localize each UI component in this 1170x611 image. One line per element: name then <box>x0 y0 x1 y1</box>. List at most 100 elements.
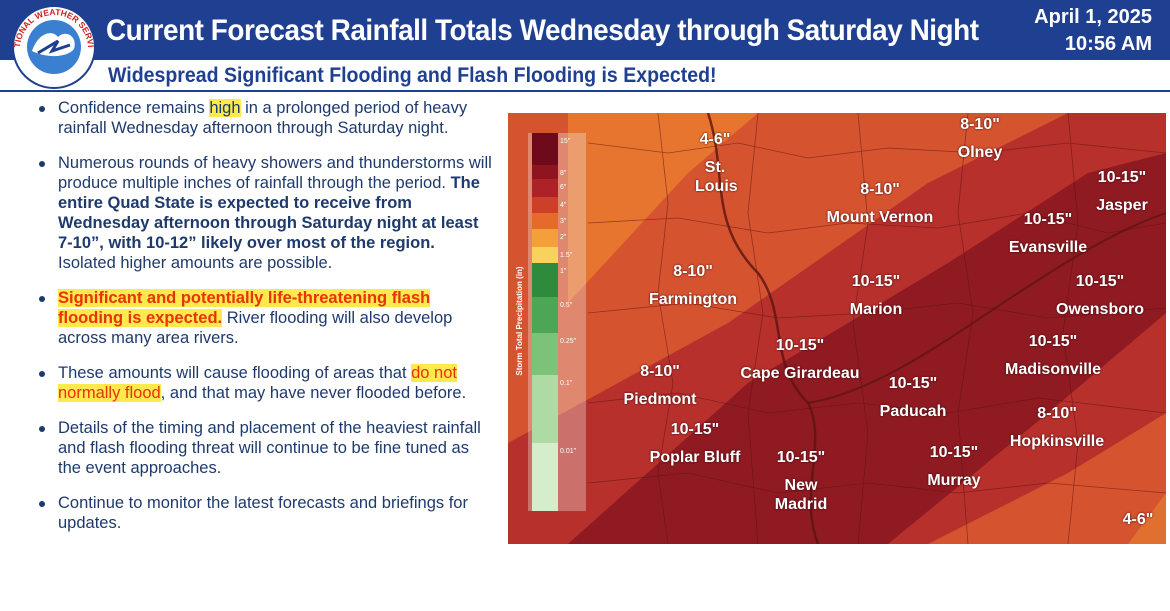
county-lines <box>587 113 1166 544</box>
rain-amount: 10-15" <box>851 273 901 290</box>
legend-swatch <box>532 213 558 229</box>
city-name: Hopkinsville <box>1009 433 1105 450</box>
legend-label: 0.25" <box>560 338 577 345</box>
city-name: St. Louis <box>695 159 738 195</box>
subtitle: Widespread Significant Flooding and Flas… <box>108 64 717 87</box>
rain-amount: 10-15" <box>670 421 720 438</box>
city-name: Cape Girardeau <box>740 365 860 382</box>
legend-label: 0.5" <box>560 302 573 309</box>
river-mississippi <box>706 113 820 544</box>
nws-logo: NATIONAL WEATHER SERVICE <box>8 3 96 89</box>
header-band: Current Forecast Rainfall Totals Wednesd… <box>0 0 1170 60</box>
bullet: Numerous rounds of heavy showers and thu… <box>36 153 496 273</box>
bullet-text: These amounts will cause flooding of are… <box>58 364 412 382</box>
bullet-text: Confidence remains <box>58 99 210 117</box>
map-label: 8-10" Hopkinsville <box>1010 404 1104 451</box>
rain-amount: 8-10" <box>960 116 1000 133</box>
map-label: 10-15" Cape Girardeau <box>740 336 859 383</box>
legend-swatch <box>532 165 558 179</box>
bullet: Significant and potentially life-threate… <box>36 288 496 348</box>
bullet-text: Numerous rounds of heavy showers and thu… <box>58 154 492 192</box>
legend-label: 6" <box>560 184 567 191</box>
city-name: Evansville <box>1008 239 1088 256</box>
legend-label: 3" <box>560 218 567 225</box>
bullet-text: high <box>209 99 241 117</box>
bullet-text: River flooding will also develop across … <box>58 309 453 347</box>
map-label: 10-15" Madisonville <box>1005 332 1101 379</box>
rain-amount: 4-6" <box>699 131 731 148</box>
city-name: Paducah <box>879 403 947 420</box>
legend: 15" 8" 6" 4" 3" 2" 1.5" 1" 0.5" 0.25" 0.1" 0.01" <box>532 133 577 511</box>
legend-label: 0.01" <box>560 448 577 455</box>
map-label: 8-10" Farmington <box>649 262 737 309</box>
legend-swatch <box>532 247 558 263</box>
legend-label: 2" <box>560 234 567 241</box>
legend-swatch <box>532 333 558 375</box>
city-name: Farmington <box>649 291 737 308</box>
map-zone-light <box>568 113 758 303</box>
bullet-text: , and that may have never flooded before… <box>160 384 467 402</box>
legend-label: 15" <box>560 138 571 145</box>
rain-amount: 8-10" <box>640 363 680 380</box>
map-label: 8-10" Mount Vernon <box>827 180 934 227</box>
rain-amount: 10-15" <box>1023 211 1073 228</box>
city-name: Piedmont <box>623 391 697 408</box>
city-name: New Madrid <box>774 477 828 513</box>
map-label: 10-15" Jasper <box>1096 168 1148 215</box>
city-name: Olney <box>957 144 1003 161</box>
city-name: Poplar Bluff <box>649 449 741 466</box>
bullet: Details of the timing and placement of t… <box>36 418 496 478</box>
legend-swatch <box>532 197 558 213</box>
title: Current Forecast Rainfall Totals Wednesd… <box>106 14 979 47</box>
map-label: 10-15" Marion <box>850 272 902 319</box>
legend-swatch <box>532 443 558 511</box>
legend-label: 4" <box>560 202 567 209</box>
legend-label: 1" <box>560 268 567 275</box>
legend-label: 8" <box>560 170 567 177</box>
bullet-text: The entire Quad State is expected to rec… <box>58 174 480 252</box>
rain-amount: 10-15" <box>1075 273 1125 290</box>
rain-amount: 10-15" <box>929 444 979 461</box>
legend-swatch <box>532 263 558 297</box>
map-label: 10-15" Evansville <box>1009 210 1087 257</box>
logo-bolt <box>37 39 71 55</box>
map-label: 10-15" Paducah <box>880 374 947 421</box>
map-label: 10-15" New Madrid <box>771 448 831 514</box>
rain-amount: 8-10" <box>673 263 713 280</box>
bullet-text: Continue to monitor the latest forecasts… <box>58 494 468 532</box>
rain-amount: 10-15" <box>1028 333 1078 350</box>
map-label: 8-10" Piedmont <box>624 362 697 409</box>
map-label: 10-15" Poplar Bluff <box>650 420 741 467</box>
city-name: Madisonville <box>1004 361 1102 378</box>
rain-amount: 10-15" <box>775 337 825 354</box>
time: 10:56 AM <box>1064 33 1152 55</box>
bullet-text: in a prolonged period of heavy rainfall … <box>58 99 468 137</box>
legend-label: 0.1" <box>560 380 573 387</box>
map-label: 10-15" Owensboro <box>1056 272 1144 319</box>
city-name: Owensboro <box>1055 301 1145 318</box>
legend-swatch <box>532 297 558 333</box>
bullet: These amounts will cause flooding of are… <box>36 363 496 403</box>
rain-amount: 10-15" <box>888 375 938 392</box>
map-zone-se <box>1128 493 1166 544</box>
rain-amount: 8-10" <box>860 181 900 198</box>
legend-swatch <box>532 133 558 165</box>
legend-title: Storm Total Precipitation (in) <box>515 266 524 376</box>
bullet: Confidence remains high in a prolonged p… <box>36 98 496 138</box>
map-label: 4-6" <box>1123 510 1154 529</box>
city-name: Jasper <box>1096 197 1148 214</box>
bullet-text: Isolated higher amounts are possible. <box>58 254 333 272</box>
legend-label: 1.5" <box>560 252 573 259</box>
legend-swatch <box>532 179 558 197</box>
rainfall-map: 15" 8" 6" 4" 3" 2" 1.5" 1" 0.5" 0.25" 0.1" 0.01" St… <box>508 113 1166 544</box>
city-name: Marion <box>849 301 903 318</box>
map-label: 10-15" Murray <box>927 443 980 490</box>
date: April 1, 2025 <box>1034 6 1152 28</box>
bullet-text: Details of the timing and placement of t… <box>58 419 481 477</box>
legend-swatch <box>532 229 558 247</box>
map-label: 8-10" Olney <box>958 115 1002 162</box>
map-zone-core <box>568 153 1166 544</box>
rain-amount: 10-15" <box>776 449 826 466</box>
rain-amount: 8-10" <box>1037 405 1077 422</box>
